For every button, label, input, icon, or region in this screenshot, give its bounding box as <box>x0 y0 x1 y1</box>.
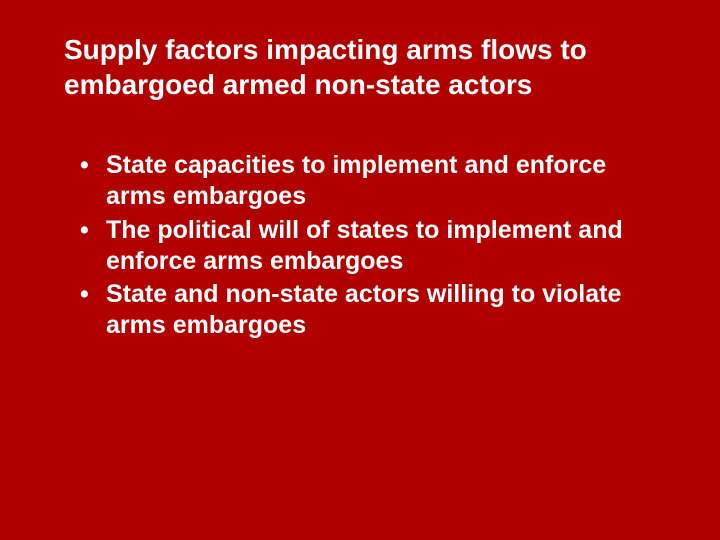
list-item: State capacities to implement and enforc… <box>80 150 670 213</box>
bullet-list: State capacities to implement and enforc… <box>50 150 670 342</box>
slide: Supply factors impacting arms flows to e… <box>0 0 720 540</box>
list-item: The political will of states to implemen… <box>80 215 670 278</box>
list-item: State and non-state actors willing to vi… <box>80 279 670 342</box>
slide-title: Supply factors impacting arms flows to e… <box>50 32 670 102</box>
